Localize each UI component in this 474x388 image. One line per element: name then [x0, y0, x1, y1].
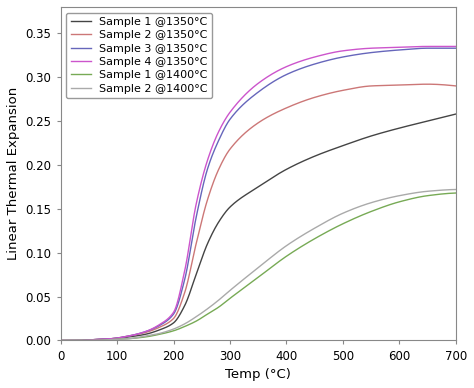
Sample 1 @1400°C	[169, 329, 175, 334]
Sample 4 @1350°C	[425, 44, 431, 49]
Sample 2 @1400°C	[317, 223, 323, 227]
Sample 2 @1400°C	[414, 190, 420, 195]
Sample 4 @1350°C	[58, 338, 64, 343]
Sample 1 @1400°C	[414, 195, 420, 200]
Y-axis label: Linear Thermal Expansion: Linear Thermal Expansion	[7, 87, 20, 260]
Sample 2 @1400°C	[365, 201, 371, 206]
Sample 3 @1350°C	[414, 46, 420, 51]
Sample 4 @1350°C	[182, 264, 188, 269]
Sample 1 @1350°C	[182, 301, 188, 306]
Sample 3 @1350°C	[317, 60, 323, 65]
Sample 2 @1400°C	[155, 332, 160, 336]
Sample 4 @1350°C	[414, 44, 420, 49]
Sample 2 @1400°C	[169, 327, 175, 332]
Sample 1 @1350°C	[414, 121, 420, 126]
Sample 1 @1350°C	[155, 328, 160, 333]
Sample 2 @1350°C	[155, 326, 160, 331]
Sample 1 @1350°C	[58, 338, 64, 343]
Sample 3 @1350°C	[169, 314, 175, 319]
Sample 2 @1400°C	[182, 321, 188, 326]
Line: Sample 2 @1400°C: Sample 2 @1400°C	[61, 189, 456, 341]
Sample 1 @1400°C	[365, 210, 371, 215]
Sample 1 @1350°C	[169, 322, 175, 326]
Sample 1 @1350°C	[453, 112, 459, 116]
Sample 1 @1400°C	[155, 333, 160, 337]
Sample 3 @1350°C	[453, 46, 459, 50]
X-axis label: Temp (°C): Temp (°C)	[225, 368, 291, 381]
Sample 3 @1350°C	[182, 274, 188, 278]
Sample 2 @1350°C	[453, 83, 459, 88]
Sample 1 @1350°C	[365, 135, 371, 139]
Sample 4 @1350°C	[365, 46, 371, 51]
Sample 2 @1400°C	[453, 187, 459, 192]
Line: Sample 3 @1350°C: Sample 3 @1350°C	[61, 48, 456, 341]
Legend: Sample 1 @1350°C, Sample 2 @1350°C, Sample 3 @1350°C, Sample 4 @1350°C, Sample 1: Sample 1 @1350°C, Sample 2 @1350°C, Samp…	[66, 12, 212, 98]
Sample 2 @1400°C	[58, 338, 64, 343]
Sample 4 @1350°C	[169, 312, 175, 317]
Sample 3 @1350°C	[425, 46, 431, 50]
Sample 2 @1350°C	[169, 318, 175, 322]
Sample 2 @1350°C	[414, 82, 420, 87]
Sample 3 @1350°C	[155, 324, 160, 329]
Line: Sample 1 @1350°C: Sample 1 @1350°C	[61, 114, 456, 341]
Line: Sample 2 @1350°C: Sample 2 @1350°C	[61, 84, 456, 341]
Sample 2 @1350°C	[317, 94, 323, 98]
Sample 2 @1350°C	[58, 338, 64, 343]
Sample 3 @1350°C	[58, 338, 64, 343]
Line: Sample 4 @1350°C: Sample 4 @1350°C	[61, 47, 456, 341]
Sample 2 @1350°C	[182, 288, 188, 292]
Sample 1 @1350°C	[317, 152, 323, 156]
Sample 3 @1350°C	[365, 50, 371, 55]
Sample 1 @1400°C	[317, 233, 323, 238]
Sample 2 @1350°C	[425, 82, 430, 87]
Sample 4 @1350°C	[453, 44, 459, 49]
Sample 1 @1400°C	[453, 191, 459, 195]
Sample 1 @1400°C	[182, 324, 188, 328]
Sample 4 @1350°C	[317, 53, 323, 58]
Sample 2 @1350°C	[365, 84, 371, 88]
Sample 1 @1400°C	[58, 338, 64, 343]
Sample 4 @1350°C	[155, 324, 160, 328]
Line: Sample 1 @1400°C: Sample 1 @1400°C	[61, 193, 456, 341]
